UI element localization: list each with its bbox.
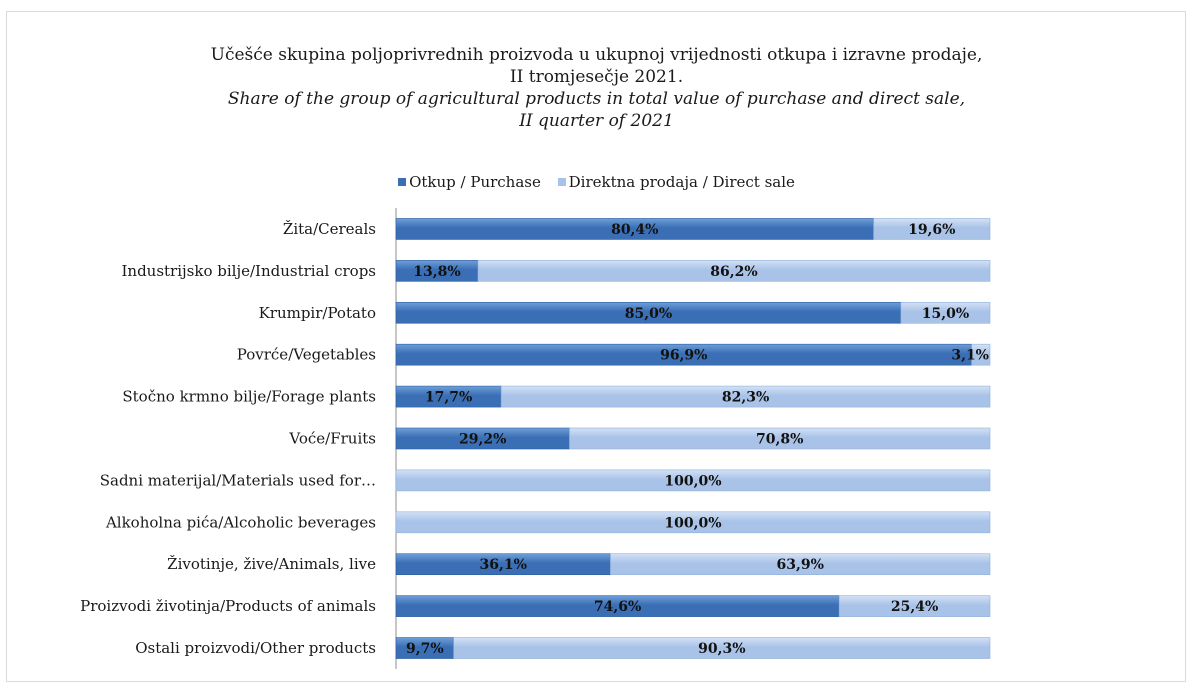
category-label: Žita/Cereals bbox=[283, 220, 376, 238]
bar-direct-sale bbox=[900, 301, 991, 324]
data-label-purchase: 85,0% bbox=[625, 306, 672, 322]
bar-direct-sale bbox=[569, 427, 991, 450]
chart-frame bbox=[6, 11, 1186, 682]
legend-item-direct-sale: Direktna prodaja / Direct sale bbox=[557, 173, 795, 191]
bar-direct-sale bbox=[395, 469, 991, 492]
bar-direct-sale bbox=[477, 260, 991, 282]
bar-direct-sale bbox=[500, 385, 991, 408]
legend-label-direct-sale: Direktna prodaja / Direct sale bbox=[568, 173, 795, 191]
legend-item-purchase: Otkup / Purchase bbox=[398, 173, 541, 191]
category-label: Industrijsko bilje/Industrial crops bbox=[121, 262, 376, 280]
data-label-direct-sale: 100,0% bbox=[664, 473, 721, 489]
legend-swatch-direct-sale bbox=[557, 178, 566, 186]
title-line-1: Učešće skupina poljoprivrednih proizvoda… bbox=[210, 45, 983, 65]
data-label-direct-sale: 90,3% bbox=[698, 641, 745, 657]
chart-title: Učešće skupina poljoprivrednih proizvoda… bbox=[0, 44, 1193, 132]
category-label: Alkoholna pića/Alcoholic beverages bbox=[105, 513, 376, 531]
category-label: Krumpir/Potato bbox=[259, 304, 376, 322]
data-label-direct-sale: 15,0% bbox=[922, 306, 969, 322]
category-label: Stočno krmno bilje/Forage plants bbox=[122, 388, 376, 406]
data-label-purchase: 17,7% bbox=[425, 390, 472, 406]
bar-direct-sale bbox=[453, 637, 991, 659]
category-label: Povrće/Vegetables bbox=[237, 346, 376, 364]
category-label: Ostali proizvodi/Other products bbox=[135, 639, 376, 657]
title-line-2: II tromjesečje 2021. bbox=[509, 67, 684, 87]
data-label-purchase: 96,9% bbox=[660, 348, 707, 364]
data-label-purchase: 29,2% bbox=[459, 432, 506, 448]
data-label-purchase: 13,8% bbox=[413, 264, 460, 280]
bar-direct-sale bbox=[971, 343, 991, 366]
data-label-purchase: 74,6% bbox=[594, 599, 641, 615]
category-label: Sadni materijal/Materials used for… bbox=[100, 471, 376, 489]
bar-direct-sale bbox=[395, 511, 991, 534]
data-label-purchase: 80,4% bbox=[611, 222, 658, 238]
legend-label-purchase: Otkup / Purchase bbox=[409, 173, 541, 191]
data-label-direct-sale: 86,2% bbox=[710, 264, 757, 280]
bar-direct-sale bbox=[610, 553, 991, 576]
category-label: Proizvodi životinja/Products of animals bbox=[80, 597, 376, 615]
bar-direct-sale bbox=[873, 218, 991, 240]
data-label-direct-sale: 63,9% bbox=[777, 557, 824, 573]
data-label-direct-sale: 25,4% bbox=[891, 599, 938, 615]
data-label-direct-sale: 100,0% bbox=[664, 515, 721, 531]
bar-direct-sale bbox=[838, 595, 991, 617]
data-label-direct-sale: 19,6% bbox=[908, 222, 955, 238]
data-label-purchase: 9,7% bbox=[406, 641, 444, 657]
chart-legend: Otkup / Purchase Direktna prodaja / Dire… bbox=[0, 173, 1193, 191]
legend-swatch-purchase bbox=[398, 178, 407, 186]
category-label: Voće/Fruits bbox=[288, 430, 376, 448]
data-label-direct-sale: 82,3% bbox=[722, 390, 769, 406]
category-label: Životinje, žive/Animals, live bbox=[167, 555, 376, 573]
title-line-3: Share of the group of agricultural produ… bbox=[227, 89, 966, 109]
title-line-4: II quarter of 2021 bbox=[519, 111, 674, 131]
data-label-purchase: 36,1% bbox=[480, 557, 527, 573]
data-label-direct-sale: 3,1% bbox=[951, 348, 989, 364]
data-label-direct-sale: 70,8% bbox=[756, 432, 803, 448]
